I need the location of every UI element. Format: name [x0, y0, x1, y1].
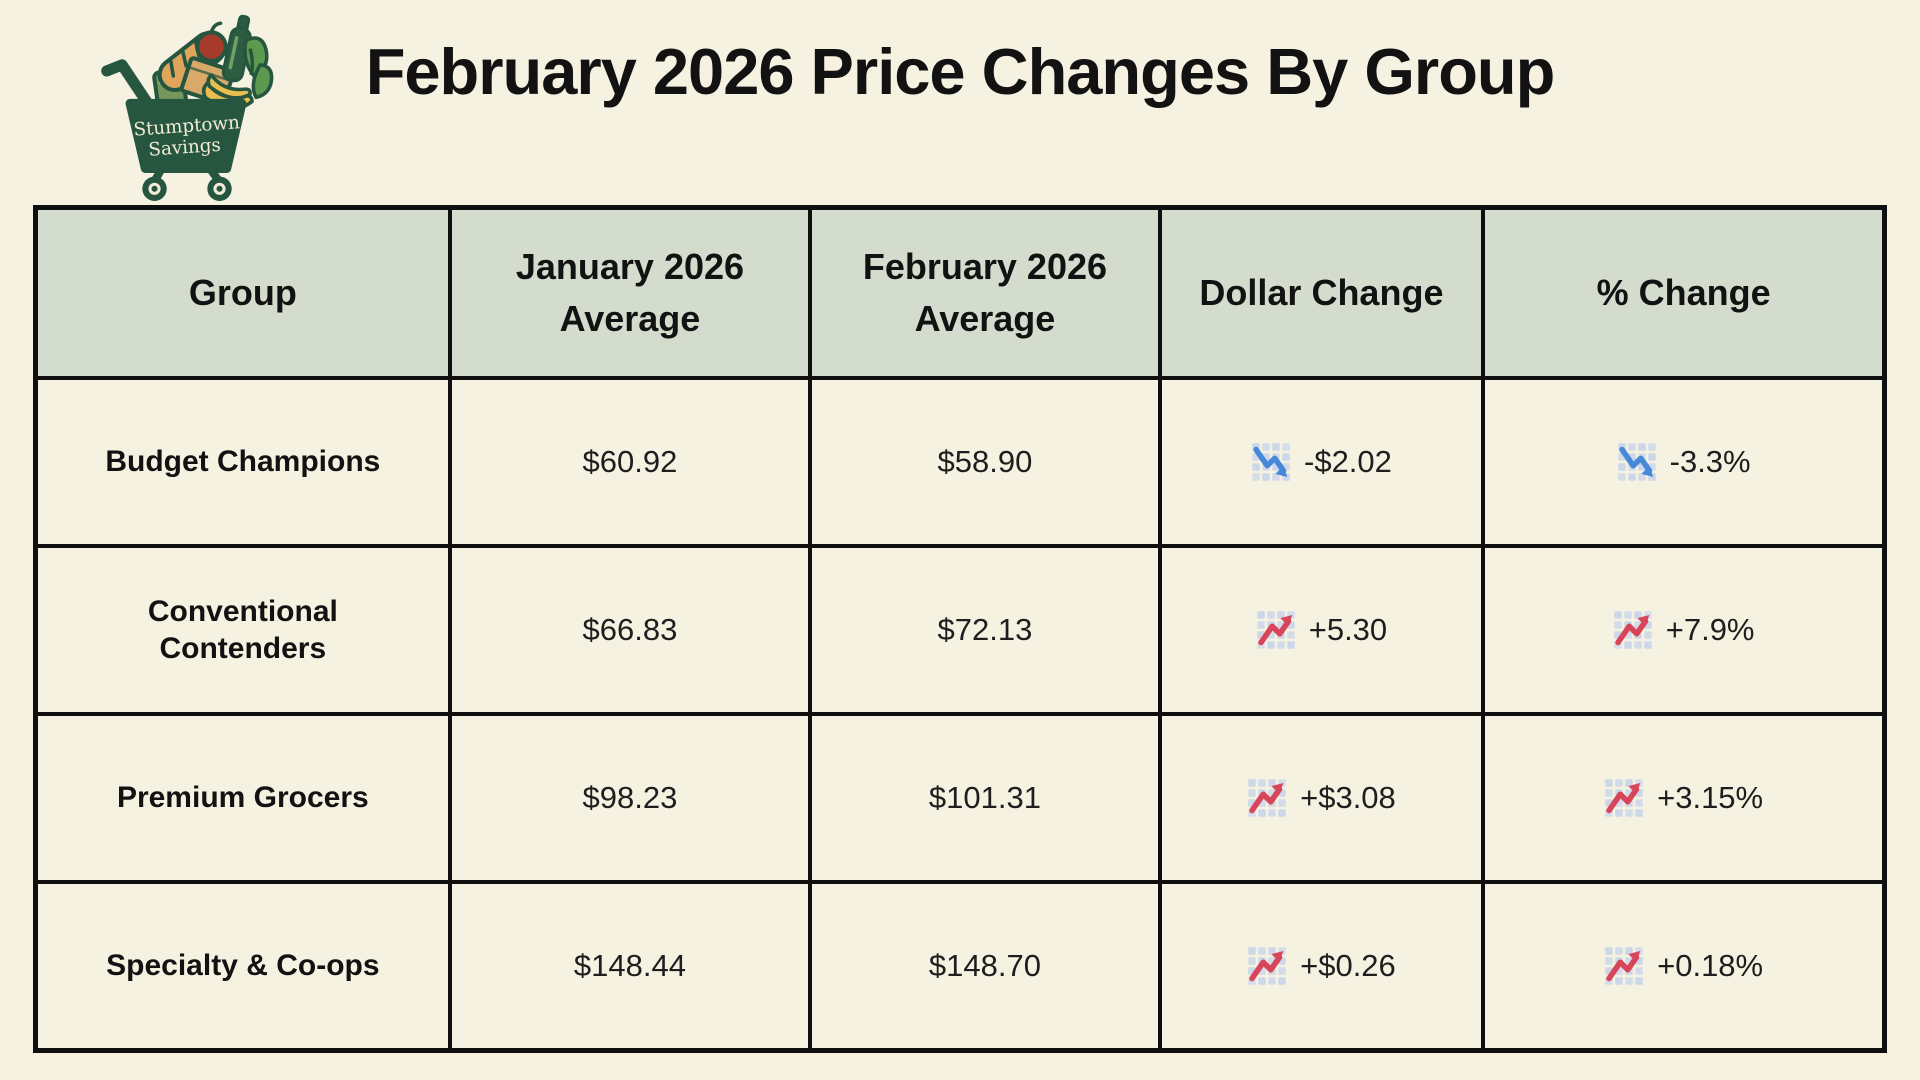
header-row: Group January 2026 Average February 2026… [33, 205, 1887, 380]
apple-icon [195, 21, 228, 63]
dollar-change-cell: +5.30 [1157, 544, 1486, 716]
table-row: Budget Champions $60.92 $58.90 -$2.02 -3… [33, 376, 1887, 548]
cart-wheel-right-hub [213, 182, 226, 195]
jan-avg-cell: $60.92 [447, 376, 813, 548]
feb-avg-cell: $72.13 [808, 544, 1162, 716]
dollar-change-value: -$2.02 [1304, 444, 1392, 479]
group-cell: Premium Grocers [33, 712, 452, 884]
table-row: Specialty & Co-ops $148.44 $148.70 +$0.2… [33, 880, 1887, 1053]
pct-change-value: +3.15% [1657, 780, 1764, 815]
price-changes-table: Group January 2026 Average February 2026… [33, 205, 1887, 1053]
pct-change-cell: +7.9% [1481, 544, 1887, 716]
group-cell: Specialty & Co-ops [33, 880, 452, 1053]
cart-basket [125, 98, 247, 174]
dollar-change-value: +5.30 [1308, 612, 1388, 647]
chart-increasing-icon [1604, 778, 1644, 818]
dollar-change-cell: +$3.08 [1157, 712, 1486, 884]
logo-text-line2: Savings [148, 135, 222, 161]
pct-change-value: +7.9% [1665, 612, 1755, 647]
table-row: Conventional Contenders $66.83 $72.13 +5… [33, 544, 1887, 716]
column-header-feb-avg: February 2026 Average [808, 205, 1162, 380]
cart-wheel-right [207, 176, 232, 201]
chart-decreasing-icon [1617, 442, 1657, 482]
column-header-dollar-change: Dollar Change [1157, 205, 1486, 380]
bottle-icon [221, 14, 252, 83]
dollar-change-cell: +$0.26 [1157, 880, 1486, 1053]
column-header-pct-change: % Change [1481, 205, 1887, 380]
leafy-greens-icon [243, 36, 274, 100]
jan-avg-cell: $66.83 [447, 544, 813, 716]
chart-increasing-icon [1256, 610, 1296, 650]
page-title: February 2026 Price Changes By Group [365, 35, 1556, 108]
chart-increasing-icon [1247, 778, 1287, 818]
pct-change-cell: +0.18% [1481, 880, 1887, 1053]
dollar-change-value: +$0.26 [1300, 948, 1396, 983]
jan-avg-cell: $98.23 [447, 712, 813, 884]
chart-decreasing-icon [1251, 442, 1291, 482]
chart-increasing-icon [1604, 946, 1644, 986]
stumptown-savings-logo: Stumptown Savings [95, 8, 275, 203]
column-header-group: Group [33, 205, 452, 380]
group-cell: Conventional Contenders [33, 544, 452, 716]
column-header-jan-avg: January 2026 Average [447, 205, 813, 380]
chart-increasing-icon [1247, 946, 1287, 986]
pct-change-cell: +3.15% [1481, 712, 1887, 884]
feb-avg-cell: $101.31 [808, 712, 1162, 884]
cart-handle [101, 59, 157, 114]
pct-change-value: +0.18% [1657, 948, 1764, 983]
feb-avg-cell: $58.90 [808, 376, 1162, 548]
group-cell: Budget Champions [33, 376, 452, 548]
cart-wheel-left-hub [148, 182, 161, 195]
cart-wheel-left [142, 176, 167, 201]
jan-avg-cell: $148.44 [447, 880, 813, 1053]
pct-change-cell: -3.3% [1481, 376, 1887, 548]
table-row: Premium Grocers $98.23 $101.31 +$3.08 +3… [33, 712, 1887, 884]
pct-change-value: -3.3% [1669, 444, 1751, 479]
dollar-change-value: +$3.08 [1300, 780, 1396, 815]
grocery-cart-logo-icon: Stumptown Savings [101, 14, 274, 201]
chart-increasing-icon [1613, 610, 1653, 650]
dollar-change-cell: -$2.02 [1157, 376, 1486, 548]
feb-avg-cell: $148.70 [808, 880, 1162, 1053]
